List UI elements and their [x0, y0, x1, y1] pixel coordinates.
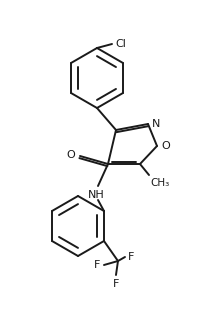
Text: O: O — [66, 150, 75, 160]
Text: F: F — [113, 279, 119, 289]
Text: F: F — [128, 252, 134, 262]
Text: NH: NH — [88, 190, 104, 200]
Text: N: N — [152, 119, 160, 129]
Text: Cl: Cl — [115, 39, 126, 49]
Text: F: F — [94, 260, 100, 270]
Text: CH₃: CH₃ — [150, 178, 169, 188]
Text: O: O — [161, 141, 170, 151]
